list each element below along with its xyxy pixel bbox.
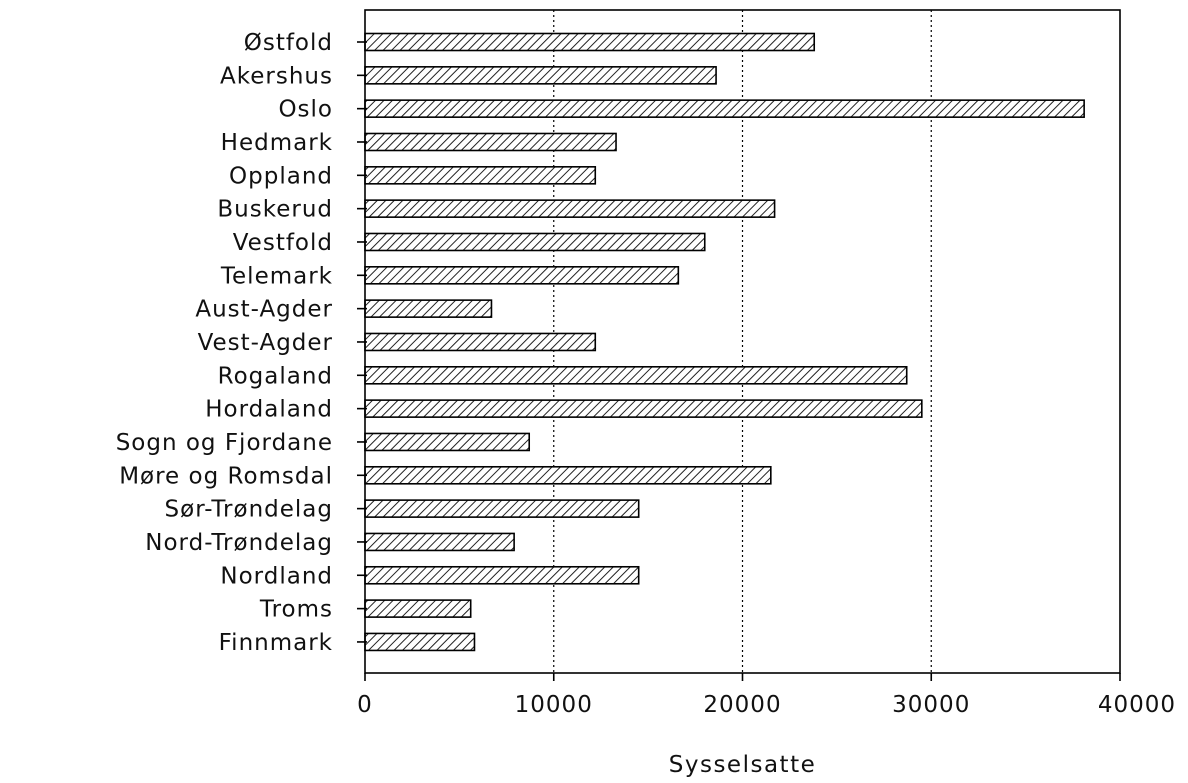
category-label: Telemark [220,263,333,289]
category-label: Hordaland [205,397,333,423]
x-tick-labels: 0 10000 20000 30000 40000 [357,692,1176,718]
bar [364,632,476,652]
category-label: Østfold [244,30,333,56]
category-label: Troms [259,597,333,623]
bar [364,199,776,218]
bar [364,532,515,552]
bar [364,99,1085,118]
bar [364,266,680,285]
x-axis-title: Sysselsatte [669,752,816,778]
category-label: Aust-Agder [195,297,333,323]
category-label: Sør-Trøndelag [165,497,333,523]
category-label: Nord-Trøndelag [145,530,333,556]
category-label: Oslo [278,97,333,123]
bar [364,332,597,352]
category-label: Oppland [229,163,333,189]
category-label: Sogn og Fjordane [116,430,333,456]
category-label: Hedmark [221,130,333,156]
axes [357,9,1121,681]
category-label: Nordland [220,563,333,589]
bar [364,66,717,85]
category-label: Møre og Romsdal [119,463,333,489]
bars [364,32,1085,652]
category-label: Akershus [220,63,333,89]
bar [364,232,706,252]
bar [364,565,640,585]
x-tick-label: 40000 [1098,692,1176,718]
category-label: Finnmark [219,630,333,656]
bar [364,499,640,518]
x-tick-label: 20000 [703,692,781,718]
bar [364,132,617,152]
category-label: Vest-Agder [198,330,333,356]
bar [364,465,772,485]
x-tick-label: 10000 [515,692,593,718]
bar [364,432,531,452]
bar [364,166,597,185]
bar [364,365,908,385]
category-label: Buskerud [217,197,333,223]
category-labels: Østfold Akershus Oslo Hedmark Oppland Buskeru… [116,30,333,656]
category-label: Vestfold [233,230,333,256]
category-label: Rogaland [218,363,333,389]
bar [364,299,493,318]
x-tick-label: 30000 [892,692,970,718]
x-tick-label: 0 [357,692,373,718]
bar [364,599,472,618]
bar [364,32,816,52]
bar [364,399,923,418]
